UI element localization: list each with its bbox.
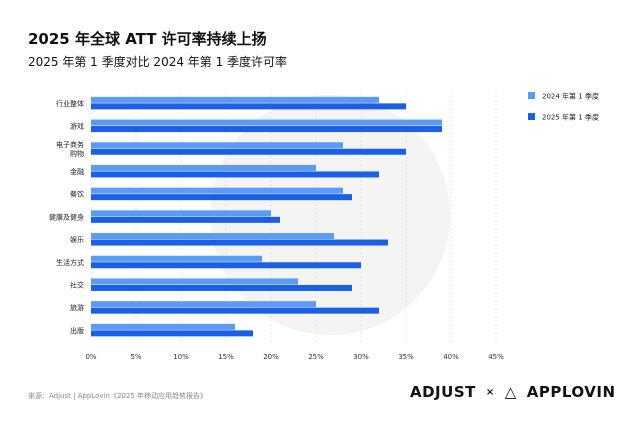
- bar-2024: [91, 301, 316, 308]
- bar-2025: [91, 239, 388, 246]
- x-tick-label: 20%: [263, 353, 279, 361]
- category-label: 游戏: [70, 122, 84, 131]
- bar-2024: [91, 210, 271, 217]
- bar-2025: [91, 284, 352, 291]
- bar-2025: [91, 216, 280, 223]
- applovin-logo-icon: △: [504, 383, 517, 401]
- x-tick-label: 5%: [130, 353, 141, 361]
- x-tick-label: 45%: [488, 353, 504, 361]
- legend-label: 2024 年第 1 季度: [542, 92, 599, 101]
- bar-2025: [91, 148, 406, 155]
- category-label: 金融: [70, 167, 84, 176]
- category-label: 行业整体: [56, 99, 84, 108]
- adjust-logo: ADJUST: [410, 383, 476, 401]
- category-label: 社交: [70, 280, 84, 289]
- category-label: 生活方式: [56, 258, 84, 267]
- legend-label: 2025 年第 1 季度: [542, 113, 599, 122]
- bar-2025: [91, 307, 379, 314]
- watermark-logo: [210, 95, 450, 335]
- bar-2025: [91, 262, 361, 269]
- bar-2025: [91, 330, 253, 337]
- category-label: 电子商务: [56, 140, 84, 149]
- x-tick-label: 10%: [173, 353, 189, 361]
- bar-2024: [91, 187, 343, 194]
- bar-2025: [91, 194, 352, 201]
- x-tick-label: 25%: [308, 353, 324, 361]
- bar-2024: [91, 96, 379, 103]
- legend-swatch: [528, 92, 535, 99]
- x-tick-label: 40%: [443, 353, 459, 361]
- brand-logos: ADJUST × △ APPLOVIN: [410, 383, 616, 401]
- bar-2024: [91, 142, 343, 149]
- bar-2024: [91, 119, 442, 126]
- category-label: 餐饮: [70, 190, 84, 199]
- bar-2024: [91, 278, 298, 285]
- x-tick-label: 0%: [85, 353, 96, 361]
- x-tick-label: 15%: [218, 353, 234, 361]
- bar-2024: [91, 255, 262, 262]
- category-label: 娱乐: [70, 235, 84, 244]
- bar-2024: [91, 164, 316, 171]
- category-label: 出版: [70, 326, 84, 335]
- bar-2025: [91, 171, 379, 178]
- source-note: 来源：Adjust | AppLovin《2025 年移动应用趋势报告》: [28, 392, 207, 400]
- bar-2025: [91, 126, 442, 133]
- times-sign: ×: [485, 386, 495, 398]
- bar-2025: [91, 103, 406, 110]
- x-tick-label: 35%: [398, 353, 414, 361]
- chart-subtitle: 2025 年第 1 季度对比 2024 年第 1 季度许可率: [28, 55, 288, 69]
- legend-swatch: [528, 113, 535, 120]
- applovin-logo: APPLOVIN: [526, 383, 616, 401]
- bar-2024: [91, 233, 334, 240]
- category-label: 购物: [70, 149, 84, 158]
- category-label: 健康及健身: [49, 212, 84, 221]
- bar-2024: [91, 323, 235, 330]
- x-tick-label: 30%: [353, 353, 369, 361]
- category-label: 旅游: [70, 303, 84, 312]
- chart-title: 2025 年全球 ATT 许可率持续上扬: [28, 30, 267, 48]
